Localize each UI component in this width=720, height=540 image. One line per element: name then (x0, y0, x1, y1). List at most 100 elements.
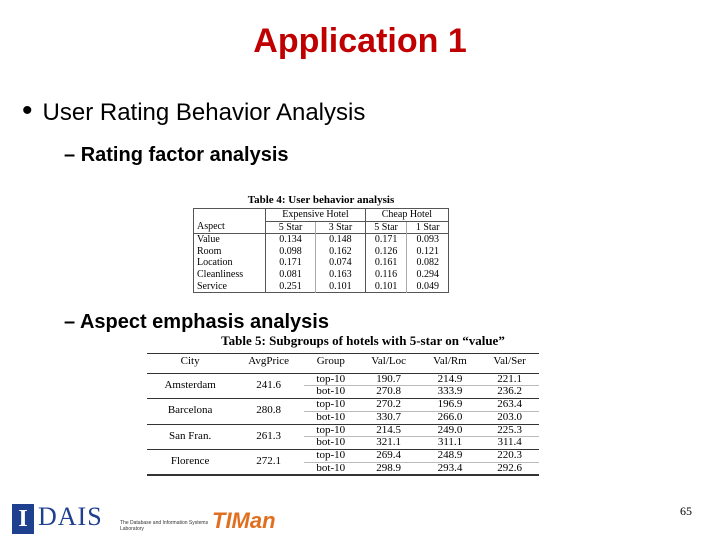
table-row: Service 0.251 0.101 0.101 0.049 (193, 280, 449, 293)
cell: 190.7 (357, 373, 420, 387)
city-cell: San Fran. (169, 429, 212, 442)
sub-bullet: – Aspect emphasis analysis (64, 311, 329, 333)
column-header: Val/Ser (493, 355, 526, 367)
cell: 225.3 (480, 424, 539, 438)
column-header: 1 Star (406, 221, 449, 234)
cell: 221.1 (480, 373, 539, 387)
cell: bot-10 (316, 436, 346, 449)
cell: 249.0 (419, 424, 481, 438)
group-header: Expensive Hotel (265, 208, 366, 222)
cell: 269.4 (357, 449, 420, 463)
cell: 0.171 (365, 233, 408, 246)
table-row: Barcelona 280.8 top-10 270.2 196.9 263.4 (147, 398, 539, 416)
cell: 298.9 (376, 461, 401, 474)
sub-bullet-text: Rating factor analysis (80, 144, 289, 166)
cell: 293.4 (437, 461, 463, 474)
cell: 270.2 (357, 398, 420, 412)
cell: 0.098 (265, 245, 316, 258)
cell: bot-10 (316, 410, 346, 423)
cell: 0.171 (265, 257, 316, 269)
cell: 0.082 (406, 257, 449, 269)
cell: 0.134 (265, 233, 316, 246)
cell: 330.7 (376, 410, 401, 423)
table-row: Florence 272.1 top-10 269.4 248.9 220.3 (147, 449, 539, 467)
column-header: Aspect (193, 221, 267, 234)
table-row: bot-10 330.7 266.0 203.0 (147, 410, 539, 425)
cell: 266.0 (437, 410, 463, 423)
cell: 321.1 (376, 436, 401, 449)
page-number: 65 (680, 504, 692, 518)
logo-text: DAIS (38, 502, 103, 531)
table-row: Cleanliness 0.081 0.163 0.116 0.294 (193, 268, 449, 281)
cell: 248.9 (419, 449, 481, 463)
cell (193, 208, 267, 222)
cell: Service (193, 280, 267, 293)
cell: 0.163 (315, 268, 366, 281)
column-header: 5 Star (265, 221, 316, 234)
cell: 214.5 (357, 424, 420, 438)
bullet-dot: • (22, 94, 33, 127)
cell: 0.116 (365, 268, 408, 281)
price-cell: 280.8 (256, 404, 282, 417)
table4-box: Table 4: User behavior analysis Expensiv… (193, 194, 450, 294)
cell: Room (193, 245, 267, 258)
cell: 0.101 (315, 280, 366, 293)
cell: 220.3 (480, 449, 539, 463)
group-header: Cheap Hotel (365, 208, 450, 222)
logo-caption: The Database and Information Systems Lab… (120, 520, 209, 532)
column-header: Group (316, 355, 345, 367)
cell: 0.162 (315, 245, 366, 258)
table-row: bot-10 298.9 293.4 292.6 (147, 461, 539, 476)
cell: 311.4 (497, 436, 522, 449)
cell: Location (193, 257, 267, 269)
cell: 0.148 (315, 233, 366, 246)
cell: 236.2 (497, 385, 522, 398)
city-cell: Florence (170, 455, 210, 468)
table5-box: Table 5: Subgroups of hotels with 5-star… (147, 333, 539, 477)
cell: top-10 (304, 373, 358, 387)
column-header: Val/Rm (433, 355, 467, 367)
slide-title: Application 1 (253, 22, 467, 60)
header-row: Expensive Hotel Cheap Hotel (193, 208, 450, 222)
header-row: Aspect 5 Star 3 Star 5 Star 1 Star (193, 221, 449, 234)
table-row: Room 0.098 0.162 0.126 0.121 (193, 245, 449, 258)
city-cell: Amsterdam (164, 379, 216, 392)
price-cell: 272.1 (256, 455, 282, 468)
cell: 0.081 (265, 268, 316, 281)
cell: bot-10 (316, 461, 346, 474)
bullet-text: User Rating Behavior Analysis (42, 99, 366, 126)
cell: 0.161 (365, 257, 408, 269)
cell: 203.0 (497, 410, 522, 423)
cell: 0.049 (406, 280, 449, 293)
price-cell: 261.3 (256, 429, 282, 442)
cell: top-10 (304, 449, 358, 463)
cell: bot-10 (316, 385, 346, 398)
table-caption: Table 4: User behavior analysis (247, 194, 395, 206)
bullet: • User Rating Behavior Analysis (22, 94, 365, 128)
cell: 292.6 (497, 461, 522, 474)
sub-bullet-text: Aspect emphasis analysis (79, 311, 329, 333)
logo-timan: TIMan (212, 508, 276, 533)
cell: 311.1 (437, 436, 463, 449)
cell: 0.074 (315, 257, 366, 269)
column-header: AvgPrice (248, 355, 290, 367)
price-cell: 241.6 (256, 379, 282, 392)
header-row: City AvgPrice Group Val/Loc Val/Rm Val/Ser (147, 354, 539, 374)
table-row: Amsterdam 241.6 top-10 190.7 214.9 221.1 (147, 373, 539, 391)
table: City AvgPrice Group Val/Loc Val/Rm Val/Ser Ams… (147, 353, 539, 477)
city-cell: Barcelona (167, 404, 213, 417)
cell: 0.126 (365, 245, 408, 258)
cell: 0.294 (406, 268, 449, 281)
cell: 0.093 (406, 233, 449, 246)
table-row: bot-10 270.8 333.9 236.2 (147, 386, 539, 399)
table-caption: Table 5: Subgroups of hotels with 5-star… (221, 333, 505, 348)
cell: 0.101 (365, 280, 408, 293)
column-header: City (180, 355, 200, 367)
cell: Cleanliness (193, 268, 267, 281)
cell: 196.9 (419, 398, 481, 412)
cell: top-10 (304, 398, 358, 412)
table-row: bot-10 321.1 311.1 311.4 (147, 437, 539, 450)
cell: Value (193, 233, 267, 246)
table-row: San Fran. 261.3 top-10 214.5 249.0 225.3 (147, 424, 539, 442)
